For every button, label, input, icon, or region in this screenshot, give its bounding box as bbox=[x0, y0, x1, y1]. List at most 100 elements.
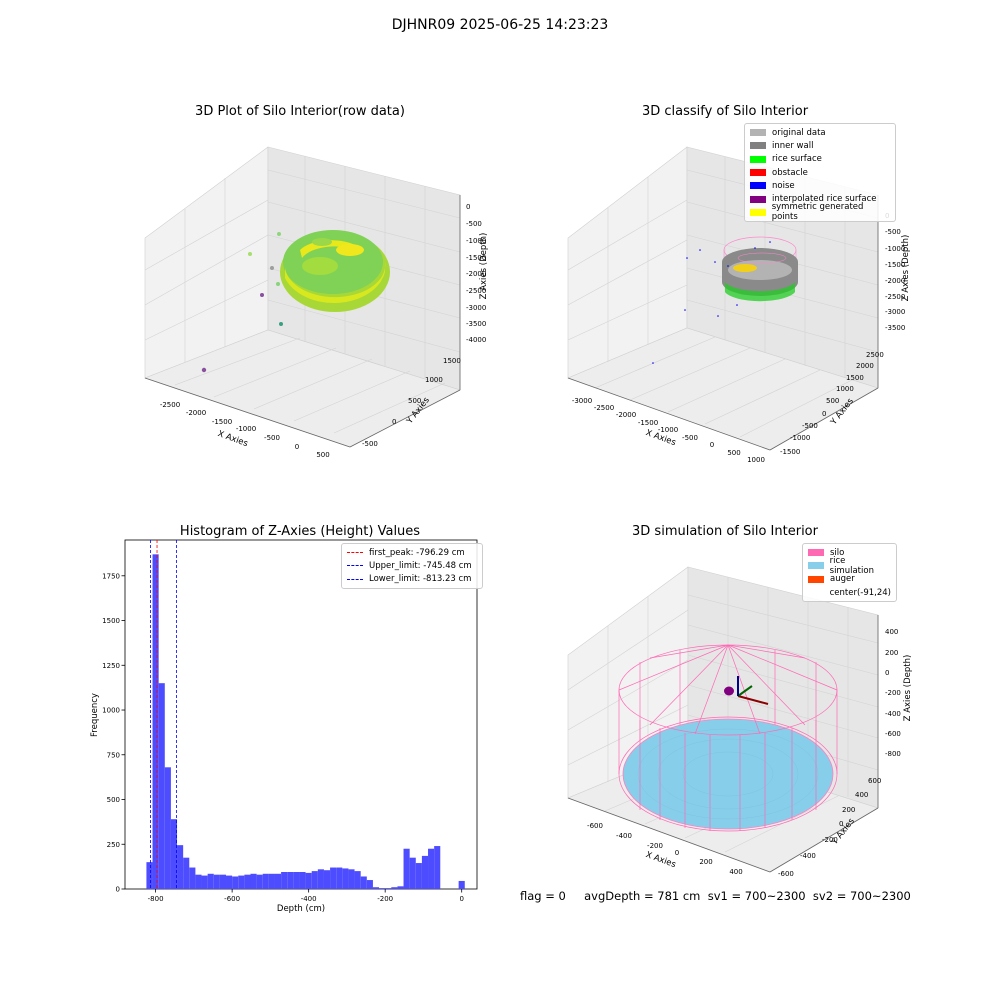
legend-label: symmetric generated points bbox=[771, 202, 864, 223]
panel1-x-tick: -2500 bbox=[160, 401, 180, 409]
panel1-x-tick-labels: -2500 -2000 -1500 -1000 -500 0 500 bbox=[160, 401, 330, 459]
histogram-bar bbox=[317, 869, 324, 889]
panel1-z-label: Z Axies (Depth) bbox=[479, 233, 489, 300]
legend-item: first_peak: -796.29 cm bbox=[347, 546, 477, 559]
histogram-y-ticks: 0 250 500 750 1000 1250 1500 1750 bbox=[102, 572, 125, 894]
histogram-bar bbox=[281, 871, 288, 889]
legend-swatch bbox=[750, 155, 766, 163]
histogram-bar bbox=[415, 863, 422, 889]
histogram-bar bbox=[232, 876, 239, 889]
panel2-y-tick: 2000 bbox=[856, 362, 874, 370]
panel1-x-tick: 500 bbox=[316, 451, 329, 459]
panel2-z-tick: -1000 bbox=[885, 245, 905, 253]
panel4-x-tick: 400 bbox=[729, 868, 742, 876]
legend-item: auger bbox=[808, 573, 891, 586]
histogram-bar bbox=[213, 874, 220, 889]
histogram-bar bbox=[238, 875, 245, 889]
histogram-y-tick-label: 1500 bbox=[102, 617, 120, 625]
histogram-bar bbox=[256, 874, 263, 889]
panel2-x-tick: 500 bbox=[727, 449, 740, 457]
panel2-z-tick: -3000 bbox=[885, 308, 905, 316]
legend-swatch bbox=[808, 575, 824, 583]
histogram-bar bbox=[287, 871, 294, 889]
histogram-y-tick-label: 1250 bbox=[102, 662, 120, 670]
legend-swatch bbox=[750, 169, 766, 177]
panel3-legend: first_peak: -796.29 cm Upper_limit: -745… bbox=[341, 543, 483, 589]
panel2-y-tick: -1500 bbox=[780, 448, 800, 456]
panel4-auger-axes bbox=[724, 676, 769, 705]
legend-label: rice simulation bbox=[829, 555, 874, 576]
panel1-z-tick: -1500 bbox=[466, 254, 486, 262]
histogram-y-tick-label: 750 bbox=[107, 751, 120, 759]
histogram-bar bbox=[348, 869, 355, 889]
panel2-x-tick: -1000 bbox=[658, 426, 678, 434]
histogram-x-label: Depth (cm) bbox=[277, 904, 325, 914]
panel2-y-tick: 1000 bbox=[836, 385, 854, 393]
histogram-bar bbox=[372, 887, 380, 889]
legend-item: noise bbox=[750, 179, 890, 192]
panel1-z-tick: -2000 bbox=[466, 270, 486, 278]
legend-item: rice simulation bbox=[808, 556, 891, 576]
legend-swatch bbox=[808, 562, 824, 570]
histogram-bars bbox=[146, 554, 465, 889]
histogram-bar bbox=[403, 848, 410, 889]
histogram-bar bbox=[366, 880, 373, 889]
panel4-y-tick-labels: -600 -400 -200 0 200 400 600 bbox=[778, 777, 881, 878]
panel1-y-tick: 1000 bbox=[425, 376, 443, 384]
histogram-bar bbox=[262, 873, 269, 889]
panel2-z-tick: -3500 bbox=[885, 324, 905, 332]
histogram-y-tick-label: 1750 bbox=[102, 572, 120, 580]
panel2-y-tick: -500 bbox=[802, 422, 818, 430]
legend-line bbox=[347, 578, 363, 580]
legend-swatch bbox=[750, 182, 766, 190]
panel1-z-tick: -500 bbox=[466, 220, 482, 228]
figure-suptitle: DJHNR09 2025-06-25 14:23:23 bbox=[391, 17, 609, 33]
histogram-y-tick-label: 500 bbox=[107, 796, 120, 804]
histogram-y-tick-label: 0 bbox=[116, 886, 120, 894]
histogram-bar bbox=[201, 875, 208, 889]
legend-label: center(-91,24) bbox=[829, 587, 891, 598]
panel1-point-cloud bbox=[280, 230, 390, 312]
panel3-title: Histogram of Z-Axies (Height) Values bbox=[179, 524, 421, 539]
panel2-z-label: Z Axies (Depth) bbox=[901, 235, 911, 302]
panel4-y-tick: -200 bbox=[822, 836, 838, 844]
panel2-y-tick: -1000 bbox=[790, 434, 810, 442]
histogram-bar bbox=[299, 871, 306, 889]
panel4-x-tick: -600 bbox=[587, 822, 603, 830]
histogram-bar bbox=[434, 846, 441, 889]
panel1-z-tick-labels: 0 -500 -1000 -1500 -2000 -2500 -3000 -35… bbox=[466, 203, 486, 344]
panel4-x-tick: -200 bbox=[647, 842, 663, 850]
panel2-z-tick: -500 bbox=[885, 228, 901, 236]
histogram-y-tick-label: 250 bbox=[107, 841, 120, 849]
panel2-y-tick-labels: -1500 -1000 -500 0 500 1000 1500 2000 25… bbox=[780, 351, 884, 456]
panel4-y-tick: 0 bbox=[839, 820, 843, 828]
histogram-bar bbox=[391, 887, 398, 889]
panel1-3d-plot: -2500 -2000 -1500 -1000 -500 0 500 X Axi… bbox=[144, 146, 489, 459]
legend-label: Upper_limit: -745.48 cm bbox=[369, 560, 472, 571]
histogram-bar bbox=[409, 857, 416, 889]
panel2-x-tick: -2500 bbox=[594, 404, 614, 412]
panel1-title: 3D Plot of Silo Interior(row data) bbox=[195, 104, 405, 119]
panel2-3d-plot: -3000 -2500 -2000 -1500 -1000 -500 0 500… bbox=[567, 146, 911, 464]
histogram-bar bbox=[207, 873, 214, 889]
panel1-y-tick-labels: -500 0 500 1000 1500 bbox=[362, 357, 461, 448]
panel2-z-tick: -2000 bbox=[885, 277, 905, 285]
histogram-bar bbox=[189, 867, 196, 889]
histogram-bar bbox=[183, 857, 190, 889]
histogram-bar bbox=[219, 874, 227, 889]
legend-item: interpolated rice surface bbox=[750, 192, 890, 205]
panel4-z-tick-labels: 400 200 0 -200 -400 -600 -800 bbox=[885, 628, 901, 758]
panel1-y-tick: 500 bbox=[408, 397, 421, 405]
histogram-bar bbox=[226, 875, 233, 889]
panel1-z-tick: -2500 bbox=[466, 287, 486, 295]
panel2-x-tick: -500 bbox=[682, 434, 698, 442]
panel1-z-tick: -4000 bbox=[466, 336, 486, 344]
legend-line bbox=[347, 565, 363, 567]
panel4-x-tick: 200 bbox=[699, 858, 712, 866]
legend-label: interpolated rice surface bbox=[772, 194, 877, 205]
panel1-z-tick: -3000 bbox=[466, 304, 486, 312]
panel1-z-tick: -3500 bbox=[466, 320, 486, 328]
panel4-x-tick: 0 bbox=[675, 849, 679, 857]
legend-swatch bbox=[750, 208, 766, 216]
histogram-bar bbox=[342, 868, 349, 889]
